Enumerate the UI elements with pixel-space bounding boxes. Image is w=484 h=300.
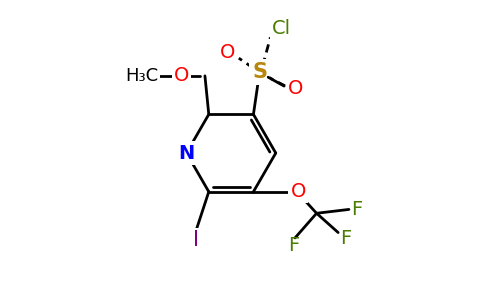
Text: H₃C: H₃C: [125, 67, 158, 85]
Text: O: O: [288, 80, 303, 98]
Text: O: O: [220, 43, 235, 62]
Text: I: I: [194, 230, 199, 250]
Text: F: F: [351, 200, 362, 219]
Text: O: O: [174, 66, 190, 85]
Text: Cl: Cl: [272, 20, 291, 38]
Text: O: O: [290, 182, 306, 201]
Text: S: S: [252, 62, 267, 82]
Text: F: F: [340, 229, 351, 248]
Text: N: N: [178, 143, 195, 163]
Text: F: F: [288, 236, 299, 255]
